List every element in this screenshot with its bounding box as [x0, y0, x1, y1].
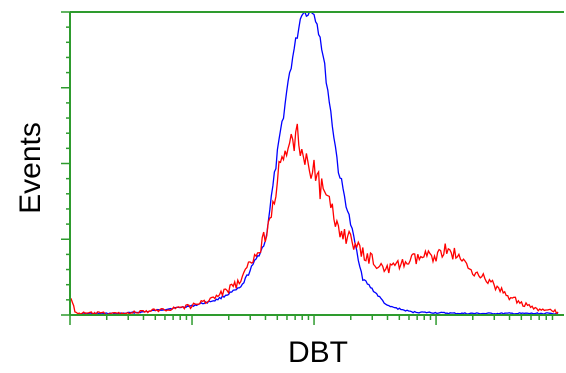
series-line-2 — [69, 123, 559, 317]
y-axis-label: Events — [14, 122, 47, 214]
series-line-1 — [82, 10, 559, 315]
plot-background — [70, 12, 564, 315]
series-layer — [69, 10, 559, 317]
x-axis-label: DBT — [288, 336, 348, 369]
